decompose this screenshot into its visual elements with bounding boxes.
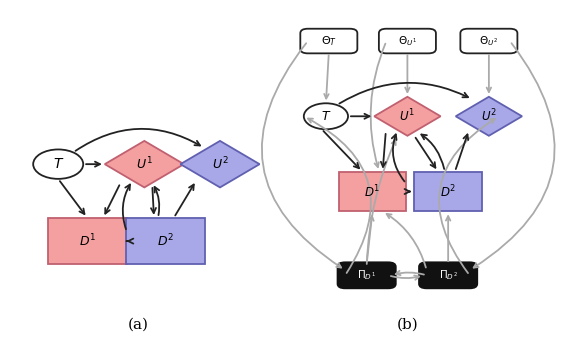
Polygon shape: [180, 141, 260, 187]
FancyArrowPatch shape: [324, 55, 329, 98]
FancyArrowPatch shape: [487, 55, 491, 92]
FancyArrowPatch shape: [416, 138, 435, 168]
FancyBboxPatch shape: [338, 262, 396, 288]
Text: (b): (b): [396, 317, 418, 331]
Text: $T$: $T$: [321, 110, 331, 123]
Polygon shape: [105, 141, 184, 187]
Bar: [48, 218, 127, 264]
Text: $U^2$: $U^2$: [212, 156, 228, 172]
Bar: [339, 172, 406, 211]
Text: $\Theta_T$: $\Theta_T$: [321, 34, 337, 48]
FancyArrowPatch shape: [262, 43, 341, 267]
FancyArrowPatch shape: [76, 129, 200, 151]
Polygon shape: [456, 97, 522, 136]
FancyArrowPatch shape: [351, 114, 370, 119]
Text: (a): (a): [127, 317, 148, 331]
FancyArrowPatch shape: [324, 131, 359, 168]
Polygon shape: [374, 97, 441, 136]
FancyArrowPatch shape: [392, 134, 404, 181]
FancyArrowPatch shape: [127, 239, 133, 244]
FancyArrowPatch shape: [396, 271, 424, 275]
FancyArrowPatch shape: [456, 134, 468, 169]
FancyArrowPatch shape: [474, 43, 555, 267]
Text: $\Theta_{U^1}$: $\Theta_{U^1}$: [398, 34, 417, 48]
FancyArrowPatch shape: [175, 185, 194, 215]
FancyArrowPatch shape: [151, 188, 156, 213]
Text: $D^1$: $D^1$: [364, 183, 381, 200]
FancyArrowPatch shape: [105, 185, 119, 213]
Text: $\Pi_{D^1}$: $\Pi_{D^1}$: [357, 268, 376, 282]
FancyArrowPatch shape: [339, 83, 468, 104]
Text: $\Pi_{D^2}$: $\Pi_{D^2}$: [439, 268, 457, 282]
FancyArrowPatch shape: [123, 185, 130, 229]
FancyArrowPatch shape: [391, 276, 419, 280]
FancyArrowPatch shape: [404, 189, 410, 194]
Circle shape: [33, 149, 83, 179]
Text: $U^1$: $U^1$: [399, 108, 416, 124]
FancyArrowPatch shape: [155, 187, 159, 215]
Text: $U^2$: $U^2$: [481, 108, 497, 124]
Bar: [414, 172, 482, 211]
FancyBboxPatch shape: [379, 29, 436, 53]
Text: $D^2$: $D^2$: [440, 183, 456, 200]
Text: $U^1$: $U^1$: [136, 156, 152, 172]
FancyBboxPatch shape: [460, 29, 517, 53]
FancyArrowPatch shape: [308, 119, 371, 273]
FancyArrowPatch shape: [371, 44, 385, 167]
Text: $D^1$: $D^1$: [79, 233, 96, 249]
FancyArrowPatch shape: [405, 55, 410, 92]
FancyArrowPatch shape: [381, 134, 386, 167]
Bar: [126, 218, 205, 264]
Text: $T$: $T$: [52, 157, 64, 171]
FancyArrowPatch shape: [386, 214, 426, 267]
FancyArrowPatch shape: [446, 216, 450, 261]
FancyArrowPatch shape: [86, 162, 100, 167]
FancyArrowPatch shape: [367, 216, 374, 261]
FancyArrowPatch shape: [367, 140, 396, 264]
Text: $\Theta_{U^2}$: $\Theta_{U^2}$: [480, 34, 498, 48]
FancyArrowPatch shape: [60, 181, 84, 214]
FancyArrowPatch shape: [421, 134, 444, 169]
FancyBboxPatch shape: [419, 262, 477, 288]
Text: $D^2$: $D^2$: [157, 233, 175, 249]
FancyBboxPatch shape: [300, 29, 357, 53]
Circle shape: [304, 103, 348, 129]
FancyArrowPatch shape: [439, 119, 495, 273]
